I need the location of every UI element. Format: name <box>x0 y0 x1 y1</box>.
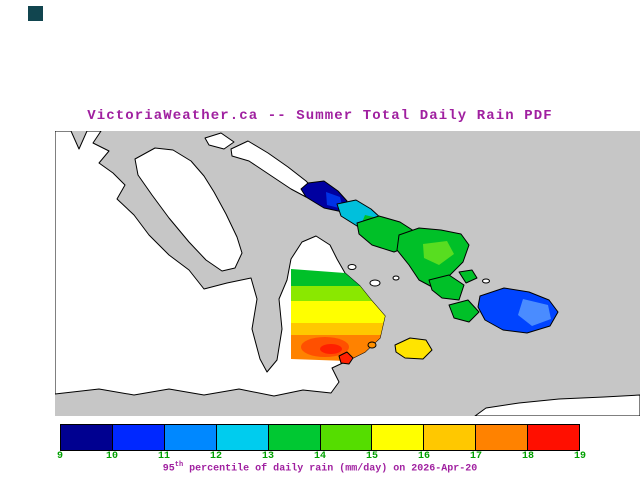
patch-green-inner-light <box>423 241 454 265</box>
colorbar-tick-label: 17 <box>469 451 483 462</box>
colorbar-tick-label: 10 <box>105 451 119 462</box>
chart-title: VictoriaWeather.ca -- Summer Total Daily… <box>87 108 553 124</box>
patch-orange-speck <box>367 341 377 349</box>
colorbar-tick-label: 12 <box>209 451 223 462</box>
band-yellow-green <box>291 286 385 301</box>
caption-sup: th <box>174 461 184 469</box>
colorbar-segment <box>372 425 425 450</box>
islet <box>369 279 381 287</box>
patch-green-island-5 <box>458 269 478 284</box>
colorbar-segment <box>476 425 529 450</box>
caption-value: 95 <box>162 463 175 475</box>
colorbar-segment <box>164 425 217 450</box>
islet <box>482 278 490 284</box>
small-island-top <box>204 132 235 150</box>
patch-yellow-islet <box>394 337 433 360</box>
band-yellow <box>291 301 385 323</box>
map-container <box>55 131 640 416</box>
patch-green-island-4 <box>448 299 480 323</box>
patch-blue-inner-light <box>518 299 551 326</box>
colorbar-tick-label: 16 <box>417 451 431 462</box>
caption-rest: percentile of daily rain (mm/day) on 202… <box>183 463 478 475</box>
colorbar-segment <box>112 425 165 450</box>
colorbar-segment <box>528 425 580 450</box>
colorbar-tick-label: 11 <box>157 451 171 462</box>
colorbar-segment <box>61 425 113 450</box>
large-island-northwest <box>134 147 243 272</box>
colorbar <box>60 424 580 451</box>
colorbar-tick-label: 14 <box>313 451 327 462</box>
band-gold <box>291 323 385 335</box>
colorbar-segment <box>320 425 373 450</box>
colorbar-segment <box>268 425 321 450</box>
patch-red-islet <box>338 351 354 365</box>
site-logo <box>28 6 43 21</box>
islet <box>392 275 400 281</box>
weather-map <box>55 131 640 416</box>
island-data-patches <box>300 180 559 365</box>
colorbar-tick-label: 18 <box>521 451 535 462</box>
pocket-red-orange <box>320 344 342 354</box>
colorbar-tick-label: 13 <box>261 451 275 462</box>
colorbar-segment <box>424 425 477 450</box>
patch-green-island-3 <box>428 274 465 301</box>
colorbar-caption: 95th percentile of daily rain (mm/day) o… <box>0 461 640 474</box>
colorbar-segment <box>216 425 269 450</box>
colorbar-tick-label: 15 <box>365 451 379 462</box>
islet <box>347 264 357 270</box>
colorbar-tick-label: 19 <box>573 451 587 462</box>
colorbar-tick-label: 9 <box>56 451 64 462</box>
bottom-right-coast <box>474 394 640 416</box>
colorbar-ticks: 9 10 11 12 13 14 15 16 17 18 19 <box>56 451 586 464</box>
